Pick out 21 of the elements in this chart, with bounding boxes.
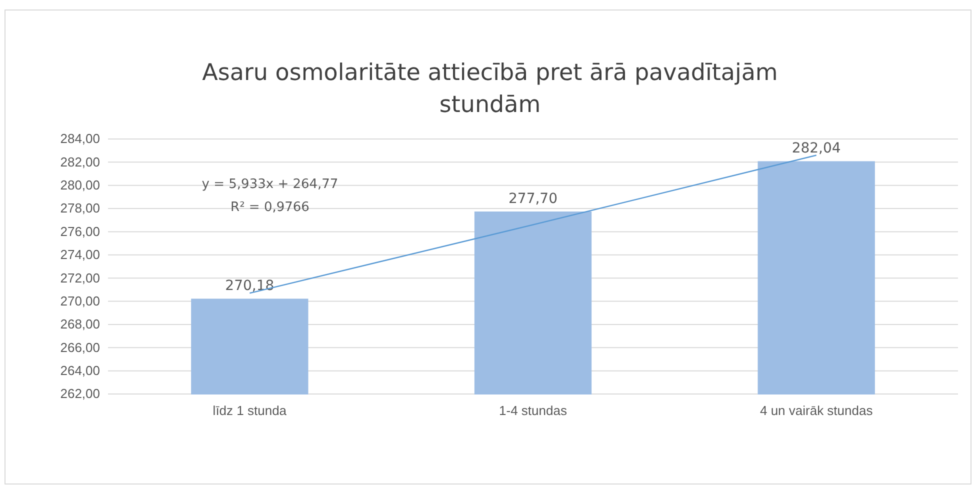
y-tick-label: 282,00 bbox=[60, 154, 100, 170]
y-tick-label: 266,00 bbox=[60, 340, 100, 355]
y-tick-label: 284,00 bbox=[60, 131, 100, 146]
data-label: 282,04 bbox=[792, 140, 841, 157]
data-label: 277,70 bbox=[508, 191, 558, 208]
annotation: R² = 0,9766 bbox=[230, 200, 310, 215]
y-tick-label: 268,00 bbox=[60, 316, 100, 332]
y-tick-label: 264,00 bbox=[60, 362, 100, 378]
x-tick-label: 1-4 stundas bbox=[499, 403, 568, 418]
x-tick-label: līdz 1 stunda bbox=[212, 403, 288, 418]
y-tick-label: 276,00 bbox=[60, 224, 100, 239]
y-tick-label: 280,00 bbox=[60, 178, 100, 193]
y-tick-label: 274,00 bbox=[60, 247, 100, 262]
chart-title: Asaru osmolaritāte attiecībā pret ārā pavadītajām stundām bbox=[202, 60, 778, 118]
y-tick-label: 278,00 bbox=[60, 200, 100, 216]
annotation: y = 5,933x + 264,77 bbox=[202, 177, 338, 192]
data-label: 270,18 bbox=[225, 278, 274, 294]
y-tick-label: 262,00 bbox=[60, 386, 100, 402]
y-tick-label: 270,00 bbox=[60, 293, 100, 308]
x-tick-label: 4 un vairāk stundas bbox=[760, 403, 874, 418]
y-tick-label: 272,00 bbox=[60, 270, 100, 286]
